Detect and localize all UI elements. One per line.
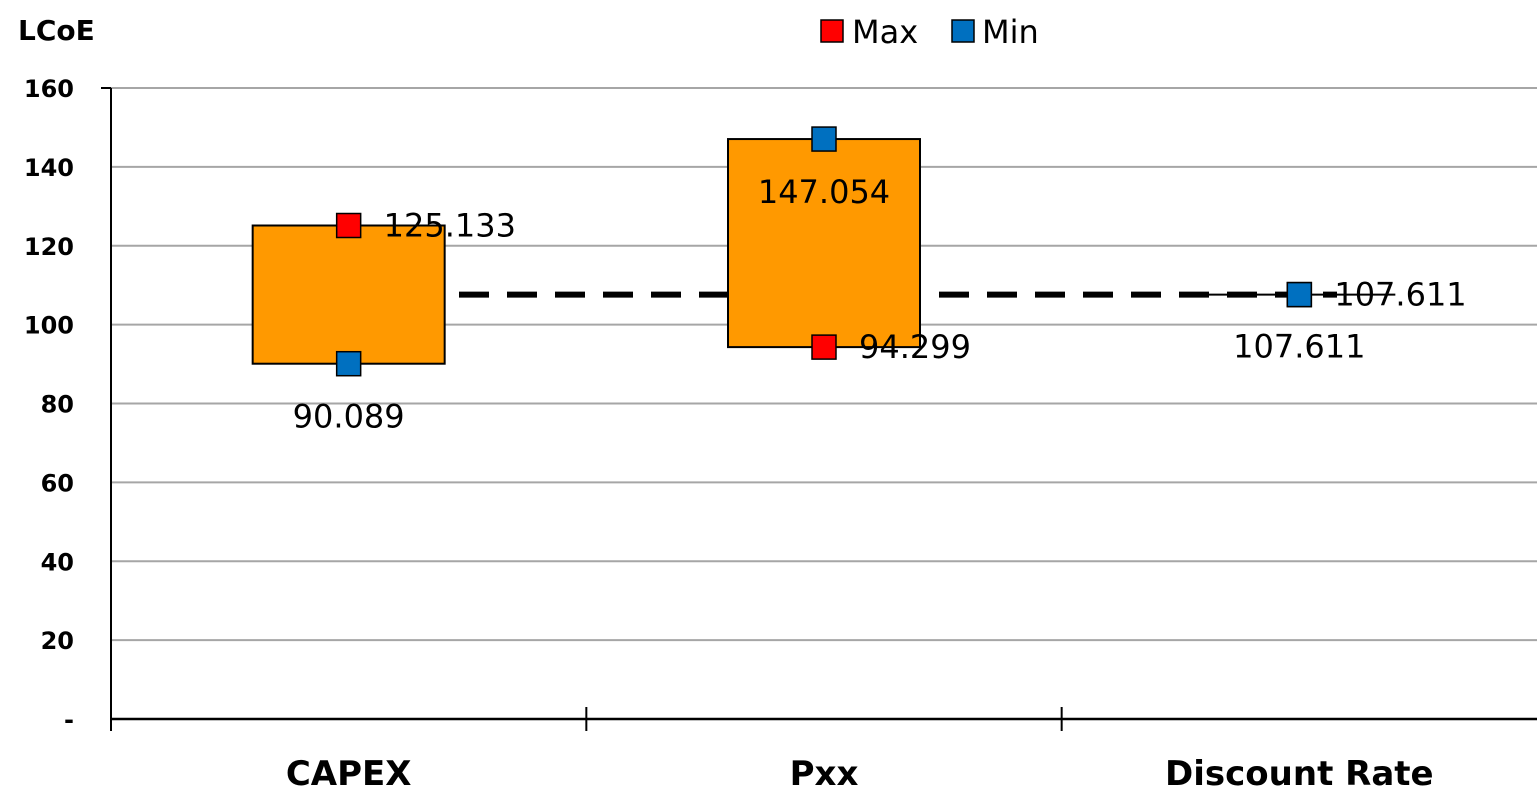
legend-max-swatch [820,19,844,43]
y-tick-label: 80 [41,391,74,419]
y-tick-label: - [64,706,74,734]
y-tick-label: 20 [41,627,74,655]
legend: Max Min [820,13,1039,51]
min-marker [1286,281,1313,308]
min-marker [811,126,837,152]
label-layer: - 20 40 60 80 100 120 140 160 CAPEX Pxx Discount Ra… [24,75,1467,794]
range-bar [727,138,921,349]
max-marker [335,212,362,239]
y-tick-label: 140 [24,154,74,182]
data-label: 90.089 [293,398,405,436]
x-tick-label: CAPEX [286,754,412,789]
y-tick-label: 160 [24,75,74,103]
y-tick-label: 120 [24,233,74,261]
data-label: 147.054 [758,173,890,211]
range-bar [251,224,446,365]
y-tick-label: 100 [24,312,74,340]
max-marker [811,334,837,360]
marker-layer [335,126,1313,377]
data-label: 107.611 [1334,276,1466,314]
legend-min-label: Min [982,13,1039,51]
x-tick-label: Discount Rate [1165,754,1434,789]
x-tick-label: Pxx [790,754,859,789]
data-label: 125.133 [384,207,516,245]
legend-max-label: Max [852,13,918,51]
y-tick-label: 40 [41,548,74,576]
bar-layer [251,138,1396,365]
data-label: 107.611 [1233,328,1365,366]
y-axis-title: LCoE [18,14,95,47]
legend-min-swatch [951,19,975,43]
data-label: 94.299 [859,328,971,366]
axis-layer [101,87,1537,731]
min-marker [335,350,362,377]
y-tick-label: 60 [41,469,74,497]
